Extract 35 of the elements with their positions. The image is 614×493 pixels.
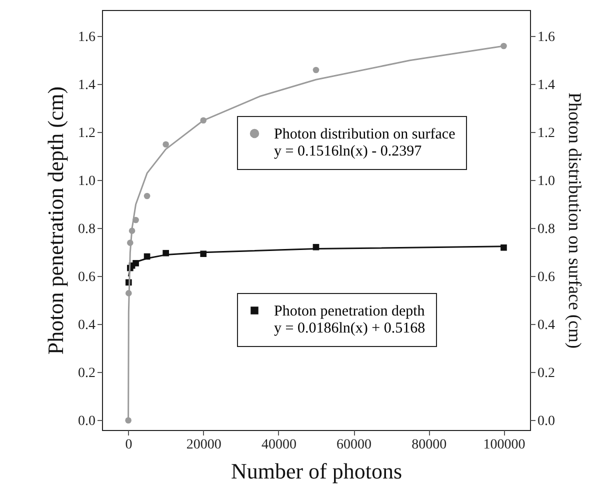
y-tick-label: 1.4 [78, 78, 96, 93]
point [144, 192, 150, 200]
point [500, 244, 507, 251]
x-tick-label: 0 [125, 438, 132, 452]
y-tick-label: 1.2 [78, 126, 96, 141]
x-tick-label: 100000 [483, 438, 526, 452]
y2-tick-label: 0.6 [538, 270, 555, 285]
legend-label: Photon distribution on surface [274, 126, 456, 142]
x-axis-title: Number of photons [230, 458, 402, 484]
y2-tick-label: 1.0 [538, 174, 555, 189]
y-tick-label: 0.4 [78, 318, 96, 333]
x-tick-label: 60000 [336, 438, 372, 452]
y2-tick-label: 0.2 [538, 366, 555, 381]
y-tick-label: 0.0 [78, 414, 96, 429]
y-axis-title: Photon penetration depth (cm) [43, 86, 68, 355]
y2-tick-label: 0.8 [538, 222, 555, 237]
annotation: y = 0.0186ln(x) + 0.5168 [274, 320, 426, 336]
point [312, 66, 320, 74]
y2-axis-title: Photon distribution on surface (cm) [565, 92, 585, 348]
y2-tick-label: 1.6 [538, 30, 555, 45]
y-tick-label: 0.8 [78, 222, 96, 237]
legend-label: Photon penetration depth [274, 304, 426, 320]
y-tick-label: 1.6 [78, 30, 96, 45]
annotation: y = 0.1516ln(x) - 0.2397 [274, 144, 422, 160]
y2-tick-label: 0.0 [538, 414, 555, 429]
y2-tick-label: 1.4 [538, 78, 555, 93]
y-tick-label: 0.2 [78, 366, 96, 381]
x-tick-label: 20000 [186, 438, 222, 452]
y-tick-label: 1.0 [78, 174, 96, 189]
y2-tick-label: 0.4 [538, 318, 555, 333]
x-tick-label: 80000 [412, 438, 447, 452]
y2-tick-label: 1.2 [538, 126, 555, 141]
point [162, 141, 169, 148]
x-tick-label: 40000 [261, 438, 296, 452]
y-tick-label: 0.6 [78, 270, 96, 285]
